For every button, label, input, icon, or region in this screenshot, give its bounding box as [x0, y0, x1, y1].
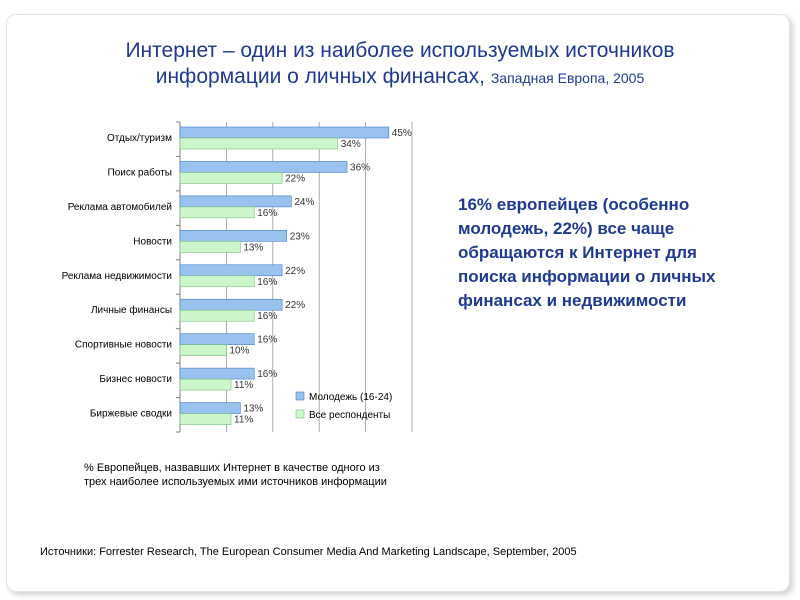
title-line-2: информации о личных финансах, Западная Е… [60, 64, 740, 91]
bar-value-label: 23% [290, 231, 310, 242]
bar-youth [179, 264, 283, 277]
legend-label: Все респонденты [309, 410, 390, 421]
category-label: Поиск работы [108, 166, 172, 178]
slide-frame [6, 14, 790, 592]
category-label: Личные финансы [91, 304, 172, 316]
bar-youth [179, 333, 255, 345]
category-label: Биржевые сводки [90, 409, 172, 420]
bar-all [179, 241, 241, 253]
bar-value-label: 24% [294, 197, 314, 208]
bar-value-label: 16% [257, 277, 277, 288]
legend-swatch [295, 391, 305, 401]
bar-value-label: 34% [341, 139, 361, 150]
bar-value-label: 10% [229, 346, 249, 357]
bar-value-label: 45% [392, 128, 412, 139]
bar-youth [179, 298, 283, 311]
bar-value-label: 16% [257, 369, 277, 380]
legend-label: Молодежь (16-24) [309, 392, 392, 403]
bar-all [179, 275, 255, 288]
bar-youth [179, 126, 390, 139]
bar-value-label: 11% [234, 415, 253, 426]
bar-value-label: 11% [234, 380, 253, 391]
title-line-1: Интернет – один из наиболее используемых… [125, 39, 675, 62]
bar-value-label: 13% [243, 242, 263, 253]
callout-text: 16% европейцев (особенно молодежь, 22%) … [458, 195, 716, 310]
bar-value-label: 13% [243, 404, 263, 415]
bar-value-label: 22% [285, 173, 305, 184]
category-label: Новости [133, 236, 172, 247]
bar-youth [179, 230, 288, 242]
title-subtitle: Западная Европа, 2005 [490, 70, 645, 86]
bar-value-label: 16% [257, 311, 277, 322]
bar-youth [179, 161, 348, 173]
bar-youth [179, 367, 255, 380]
bar-youth [179, 402, 241, 414]
legend-swatch [295, 409, 305, 419]
bar-value-label: 22% [285, 266, 305, 277]
bar-all [179, 309, 255, 322]
bar-value-label: 22% [285, 300, 305, 311]
bar-youth [179, 195, 292, 208]
category-label: Отдых/туризм [107, 133, 172, 144]
bar-all [179, 378, 232, 391]
page-title: Интернет – один из наиболее используемых… [60, 38, 740, 91]
bar-all [179, 344, 227, 356]
bar-value-label: 16% [257, 335, 277, 346]
source-citation: Источники: Forrester Research, The Europ… [40, 546, 577, 558]
bar-value-label: 36% [350, 162, 370, 173]
bar-all [179, 172, 283, 184]
chart-note: % Европейцев, назвавших Интернет в качес… [84, 462, 387, 488]
category-label: Реклама недвижимости [62, 271, 172, 282]
bar-value-label: 16% [257, 208, 277, 219]
title-line-2-main: информации о личных финансах, [155, 65, 485, 88]
category-label: Спортивные новости [75, 340, 172, 351]
category-label: Реклама автомобилей [68, 201, 172, 213]
bar-all [179, 206, 255, 219]
bar-all [179, 413, 232, 425]
bar-all [179, 137, 339, 150]
category-label: Бизнес новости [99, 374, 172, 385]
